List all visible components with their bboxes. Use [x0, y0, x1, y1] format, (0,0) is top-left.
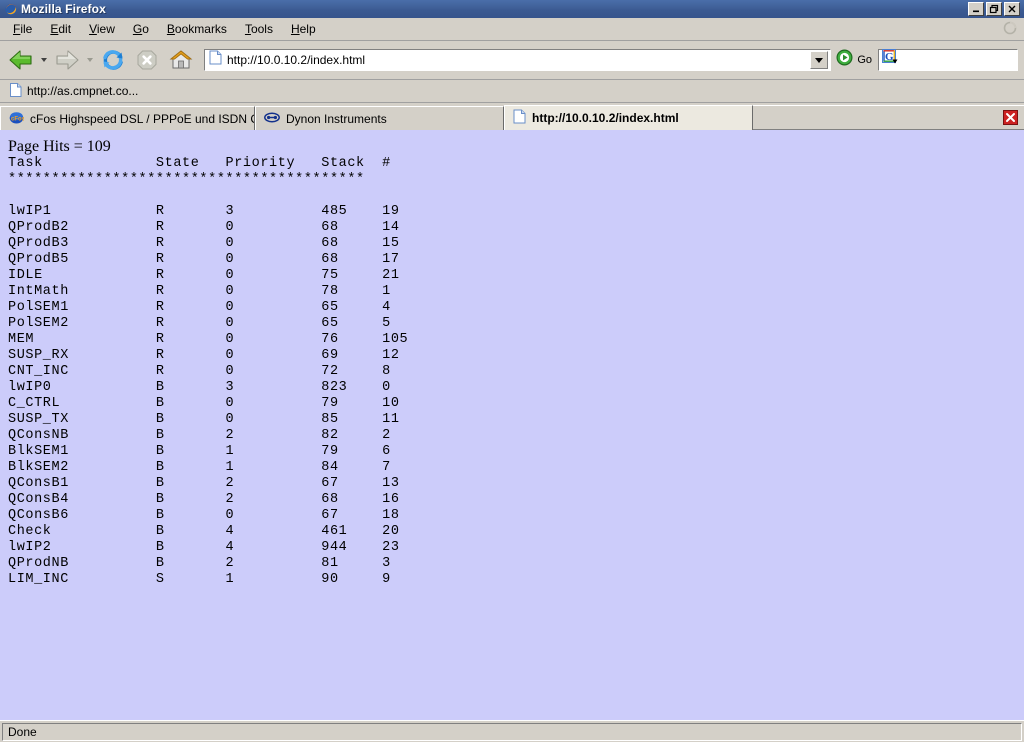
status-bar: Done	[0, 720, 1024, 742]
page-hits: Page Hits = 109	[8, 138, 111, 155]
menu-bookmarks[interactable]: Bookmarks	[166, 22, 227, 36]
forward-button	[50, 44, 84, 76]
minimize-button[interactable]	[968, 2, 984, 16]
google-g-icon[interactable]: G	[882, 49, 899, 71]
close-tab-button[interactable]	[1003, 110, 1018, 125]
page-icon	[10, 82, 22, 100]
back-dropdown-icon[interactable]	[38, 44, 50, 76]
back-button[interactable]	[4, 44, 38, 76]
stop-button	[130, 44, 164, 76]
tab-bar-filler	[753, 105, 1024, 129]
tab-dynon[interactable]: Dynon Instruments	[255, 106, 504, 130]
menu-tools[interactable]: Tools	[244, 22, 273, 36]
home-button[interactable]	[164, 44, 198, 76]
go-label: Go	[857, 54, 872, 66]
go-button[interactable]: Go	[834, 49, 878, 71]
close-button[interactable]	[1004, 2, 1020, 16]
search-input[interactable]: G	[878, 49, 1018, 71]
svg-text:cFos: cFos	[11, 116, 24, 122]
status-text: Done	[2, 722, 1022, 741]
tab-label: cFos Highspeed DSL / PPPoE und ISDN CAP.…	[30, 111, 254, 126]
firefox-icon	[4, 2, 18, 16]
tab-bar: cFos cFos Highspeed DSL / PPPoE und ISDN…	[0, 103, 1024, 130]
tab-label: http://10.0.10.2/index.html	[532, 111, 679, 125]
cfos-icon: cFos	[9, 110, 26, 128]
bookmark-label: http://as.cmpnet.co...	[27, 84, 139, 98]
page-icon	[209, 50, 222, 70]
url-text[interactable]: http://10.0.10.2/index.html	[227, 53, 366, 67]
restore-button[interactable]	[986, 2, 1002, 16]
reload-button[interactable]	[96, 44, 130, 76]
menu-bar: File Edit View Go Bookmarks Tools Help	[0, 18, 1024, 41]
dynon-icon	[264, 111, 280, 127]
title-bar: Mozilla Firefox	[0, 0, 1024, 18]
menu-edit[interactable]: Edit	[50, 22, 72, 36]
tab-label: Dynon Instruments	[286, 111, 387, 126]
menu-file[interactable]: File	[13, 22, 33, 36]
navigation-toolbar: http://10.0.10.2/index.html Go	[0, 41, 1024, 80]
page-icon	[513, 109, 526, 127]
url-dropdown-button[interactable]	[810, 51, 829, 69]
window-title: Mozilla Firefox	[21, 2, 106, 16]
bookmark-item[interactable]: http://as.cmpnet.co...	[6, 82, 142, 101]
svg-text:G: G	[885, 51, 894, 63]
tab-cfos[interactable]: cFos cFos Highspeed DSL / PPPoE und ISDN…	[0, 106, 255, 130]
tab-index-html[interactable]: http://10.0.10.2/index.html	[504, 105, 753, 130]
throbber-icon	[1002, 20, 1018, 36]
window-controls	[968, 2, 1022, 16]
menu-view[interactable]: View	[89, 22, 115, 36]
url-bar[interactable]: http://10.0.10.2/index.html	[204, 49, 832, 71]
forward-dropdown-icon	[84, 44, 96, 76]
menu-help[interactable]: Help	[290, 22, 316, 36]
task-table: Task State Priority Stack # ************…	[8, 156, 409, 587]
bookmarks-toolbar: http://as.cmpnet.co...	[0, 80, 1024, 103]
go-icon	[836, 49, 853, 71]
page-content: Page Hits = 109 Task State Priority Stac…	[0, 130, 1024, 720]
menu-go[interactable]: Go	[132, 22, 149, 36]
